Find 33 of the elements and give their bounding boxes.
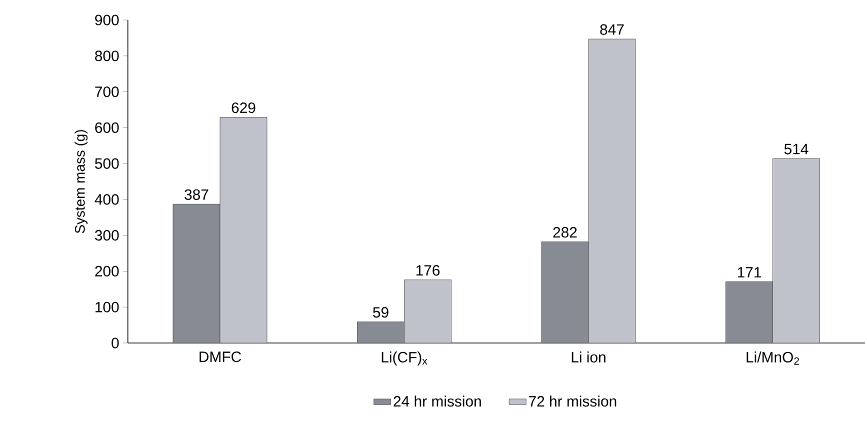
x-tick-label: Li(CF)$_{x}$ [382,352,428,366]
bar [588,38,636,343]
y-axis-title: System mass (g) [74,130,88,234]
y-tick-label: 500 [95,158,119,169]
data-label: 387 [184,189,208,200]
y-tick-label: 700 [95,86,119,98]
data-label: 176 [416,265,440,276]
data-label: 282 [553,227,577,238]
bar [404,280,452,343]
y-tick-label: 600 [95,122,119,133]
legend-label: 72 hr mission [529,396,616,407]
y-tick-label: 900 [95,14,119,26]
data-label: 629 [232,102,256,114]
legend-label: 24 hr mission [394,396,481,407]
y-tick-label: 300 [94,230,119,241]
data-label: 514 [784,144,808,154]
y-tick-label: 800 [95,50,119,62]
bar [172,204,220,343]
bar [726,281,773,343]
y-tick-label: 100 [96,302,119,312]
data-label: 59 [373,307,388,318]
y-tick-label: 200 [95,266,119,277]
bar [220,117,268,343]
data-label: 847 [600,24,624,35]
x-tick-label: DMFC [200,352,242,362]
y-tick-label: 0 [112,338,119,348]
x-tick-label: Li ion [572,352,606,362]
bar [772,158,820,343]
y-tick-label: 400 [94,194,119,205]
x-tick-label: Li/MnO$_{2}$ [746,352,799,365]
bar [541,242,589,343]
bar [357,322,404,343]
data-label: 171 [738,267,761,278]
